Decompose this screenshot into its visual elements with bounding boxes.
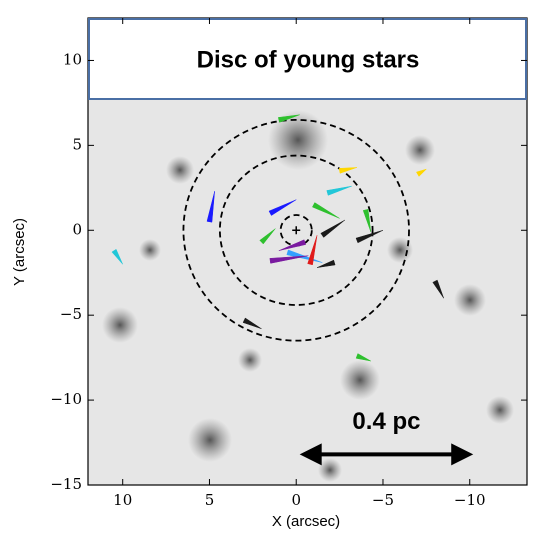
x-tick-label: 0 bbox=[291, 491, 301, 509]
scale-bar-label: 0.4 pc bbox=[352, 408, 420, 435]
y-tick-label: −10 bbox=[50, 390, 82, 408]
chart-title: Disc of young stars bbox=[197, 46, 420, 73]
x-tick-label: −5 bbox=[372, 491, 394, 509]
chart: Disc of young stars X (arcsec) Y (arcsec… bbox=[0, 0, 542, 538]
page: Disc of young stars X (arcsec) Y (arcsec… bbox=[0, 0, 542, 538]
x-axis-label: X (arcsec) bbox=[272, 513, 340, 530]
x-tick-label: 10 bbox=[113, 491, 132, 509]
x-tick-label: 5 bbox=[205, 491, 215, 509]
y-axis-label: Y (arcsec) bbox=[11, 218, 28, 286]
y-tick-label: −15 bbox=[50, 475, 82, 493]
x-tick-label: −10 bbox=[454, 491, 486, 509]
y-tick-label: 5 bbox=[72, 135, 82, 153]
y-tick-label: 0 bbox=[72, 220, 82, 238]
y-tick-label: 10 bbox=[63, 50, 82, 68]
y-tick-label: −5 bbox=[60, 305, 82, 323]
